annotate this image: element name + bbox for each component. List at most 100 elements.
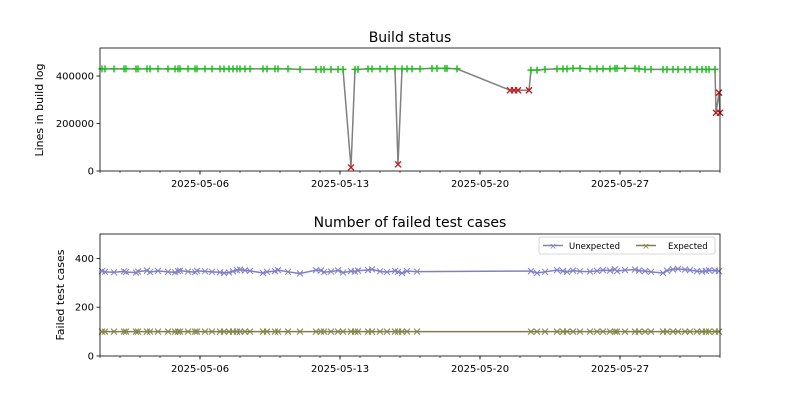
build-status-xtick-label: 2025-05-06 xyxy=(171,179,229,190)
build-pass-marker xyxy=(593,65,601,73)
expected-point xyxy=(611,328,619,335)
build-status-ytick-label: 400000 xyxy=(56,72,94,83)
unexpected-point xyxy=(563,268,571,276)
expected-point xyxy=(553,328,561,335)
unexpected-point xyxy=(586,268,594,275)
unexpected-point xyxy=(122,268,130,276)
expected-point xyxy=(296,328,304,335)
expected-point xyxy=(398,328,406,335)
unexpected-point xyxy=(686,266,694,274)
unexpected-point xyxy=(576,267,584,275)
build-status-xtick-label: 2025-05-13 xyxy=(311,179,369,190)
build-pass-marker xyxy=(154,65,162,73)
expected-point xyxy=(132,328,140,335)
expected-point xyxy=(403,328,411,335)
failed-tests-ytick-label: 400 xyxy=(75,254,94,265)
legend-frame xyxy=(538,236,716,255)
failed-tests-frame xyxy=(99,233,721,357)
build-status-ylabel: Lines in build log xyxy=(33,64,46,157)
unexpected-point xyxy=(334,267,342,274)
expected-point xyxy=(317,328,325,335)
expected-point xyxy=(702,328,710,335)
build-fail-marker xyxy=(525,86,533,94)
expected-point xyxy=(621,328,629,335)
build-pass-marker xyxy=(663,65,671,73)
build-status-frame xyxy=(99,47,721,172)
expected-point xyxy=(715,328,723,335)
build-pass-marker xyxy=(416,65,424,73)
unexpected-point xyxy=(263,268,271,276)
failed-tests-xtick-label: 2025-05-20 xyxy=(451,364,509,375)
unexpected-point xyxy=(715,267,723,275)
unexpected-point xyxy=(394,268,402,276)
build-pass-marker xyxy=(443,64,451,72)
expected-point xyxy=(176,328,184,335)
failed-tests-ytick-label: 0 xyxy=(88,352,94,363)
build-status-xtick-label: 2025-05-27 xyxy=(591,179,649,190)
build-status-ytick-label: 200000 xyxy=(56,119,94,130)
unexpected-point xyxy=(599,266,607,274)
unexpected-point xyxy=(176,267,184,274)
build-pass-marker xyxy=(201,65,209,73)
legend-expected-label: Expected xyxy=(668,242,708,252)
expected-point xyxy=(327,328,335,335)
expected-point xyxy=(339,328,347,335)
unexpected-point xyxy=(621,266,629,274)
expected-point xyxy=(110,328,118,335)
build-pass-marker xyxy=(320,65,328,73)
expected-point xyxy=(241,328,249,335)
expected-point xyxy=(383,328,391,335)
unexpected-point xyxy=(208,268,216,276)
expected-point xyxy=(191,328,199,335)
build-pass-marker xyxy=(563,65,571,73)
unexpected-point xyxy=(663,267,671,274)
build-pass-marker xyxy=(533,66,541,74)
expected-point xyxy=(635,328,643,335)
expected-point xyxy=(271,328,279,335)
unexpected-point xyxy=(541,268,549,276)
expected-point xyxy=(593,328,601,335)
unexpected-point xyxy=(216,268,224,276)
unexpected-point xyxy=(164,268,172,276)
build-pass-marker xyxy=(296,65,304,73)
failed-tests-title: Number of failed test cases xyxy=(314,215,507,231)
unexpected-point xyxy=(184,268,192,275)
expected-point xyxy=(101,328,109,335)
build-pass-marker xyxy=(711,65,719,73)
expected-point xyxy=(184,328,192,335)
build-pass-marker xyxy=(146,65,154,73)
unexpected-point xyxy=(110,268,118,276)
build-fail-marker xyxy=(347,163,355,171)
expected-point xyxy=(647,328,655,335)
expected-point xyxy=(164,328,172,335)
legend: × Unexpected × Expected xyxy=(538,236,716,255)
build-pass-marker xyxy=(184,65,192,73)
expected-point xyxy=(122,328,130,335)
unexpected-point xyxy=(413,268,421,275)
unexpected-point xyxy=(705,267,713,274)
failed-tests-ytick-label: 200 xyxy=(75,303,94,314)
expected-point xyxy=(120,328,128,335)
build-pass-marker xyxy=(674,65,682,73)
failed-tests-xtick-label: 2025-05-27 xyxy=(591,364,649,375)
expected-point xyxy=(613,328,621,335)
unexpected-point xyxy=(647,268,655,276)
build-pass-marker xyxy=(327,65,335,73)
unexpected-point xyxy=(376,267,384,275)
legend-unexpected-marker: × xyxy=(549,242,557,252)
unexpected-point xyxy=(174,267,182,275)
unexpected-point xyxy=(641,267,649,275)
expected-point xyxy=(391,328,399,335)
unexpected-point xyxy=(398,269,406,277)
build-pass-marker xyxy=(246,65,254,73)
expected-point xyxy=(233,328,241,335)
unexpected-point xyxy=(368,266,376,273)
failed-tests-xtick-label: 2025-05-06 xyxy=(171,364,229,375)
expected-point xyxy=(193,328,201,335)
unexpected-point xyxy=(327,268,335,275)
build-pass-marker xyxy=(686,65,694,73)
build-pass-marker xyxy=(176,65,184,73)
unexpected-point xyxy=(284,268,292,276)
expected-point xyxy=(201,328,209,335)
